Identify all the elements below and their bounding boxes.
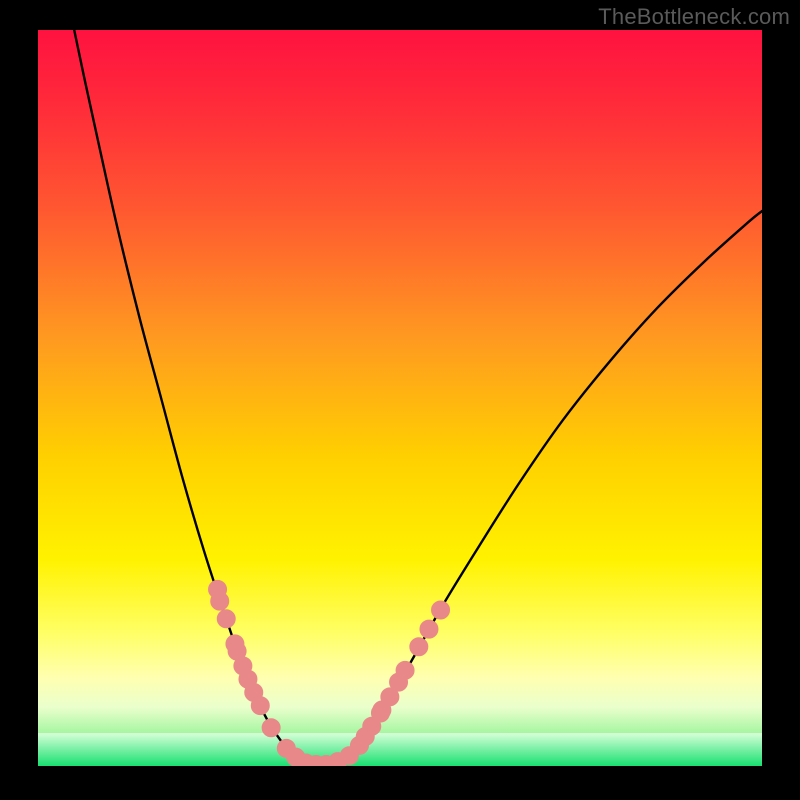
curve-layer (38, 30, 762, 766)
data-marker (211, 592, 229, 610)
data-marker (396, 661, 414, 679)
plot-area (38, 30, 762, 766)
watermark-text: TheBottleneck.com (598, 4, 790, 30)
data-marker (410, 638, 428, 656)
plot-frame (38, 30, 762, 766)
data-marker (262, 719, 280, 737)
data-marker (217, 610, 235, 628)
data-markers (209, 580, 450, 766)
data-marker (432, 601, 450, 619)
chart-root: TheBottleneck.com (0, 0, 800, 800)
data-marker (420, 620, 438, 638)
data-marker (251, 697, 269, 715)
